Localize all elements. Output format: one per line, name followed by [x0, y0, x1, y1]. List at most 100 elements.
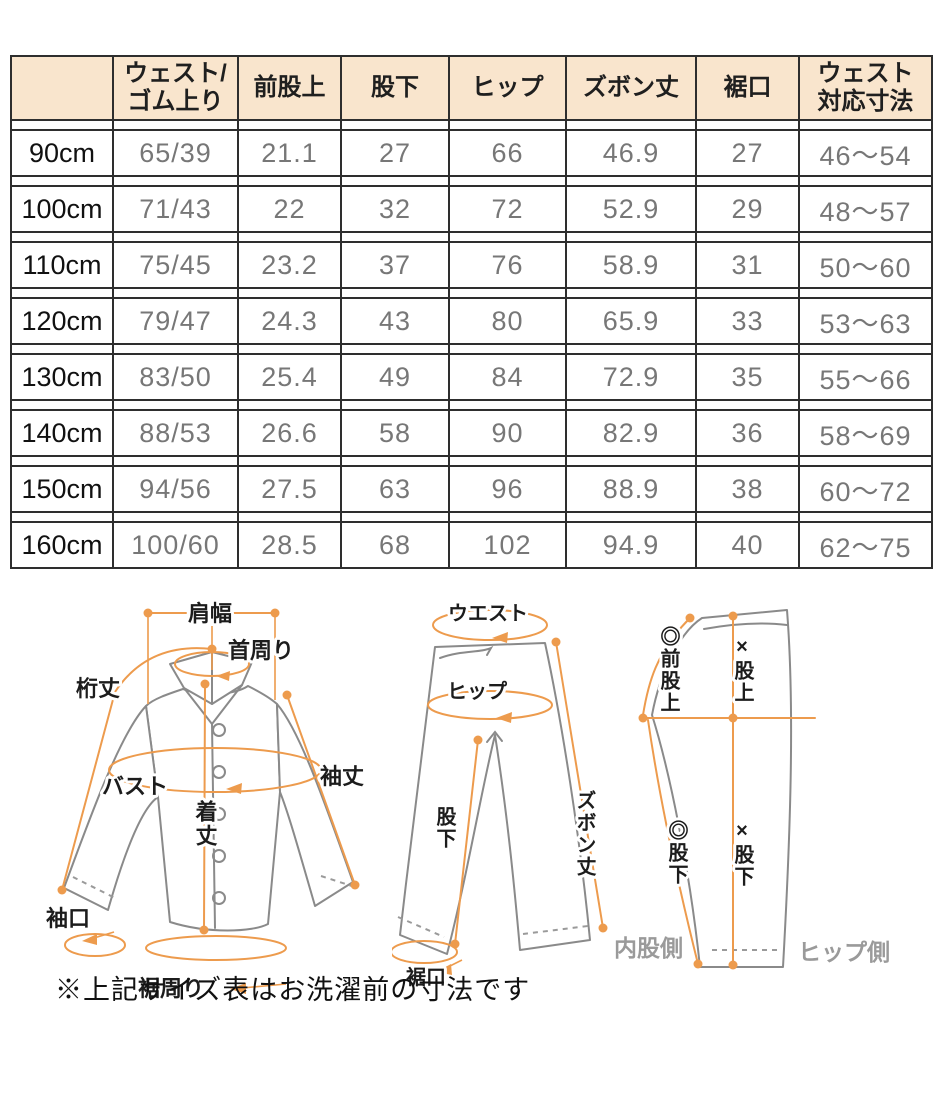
- table-cell: 22: [237, 185, 340, 233]
- shirt-left-sleeve: [63, 705, 159, 911]
- table-cell: 94/56: [112, 465, 237, 513]
- table-cell: 53〜63: [798, 297, 933, 345]
- label-bust: バスト: [102, 774, 168, 799]
- waist-ellipse: [432, 609, 548, 641]
- header-cell-pants-length: ズボン丈: [565, 55, 695, 121]
- right-hem-stitch: [522, 925, 589, 935]
- size-table: ウェスト/ ゴム上り 前股上 股下 ヒップ ズボン丈 裾口 ウェスト 対応寸法 …: [10, 55, 933, 569]
- label-waist: ウエスト: [448, 602, 528, 625]
- shirt-buttons: [212, 723, 226, 905]
- table-cell: 35: [695, 353, 798, 401]
- inseam-curve: [647, 719, 699, 965]
- label-hip-side: ヒップ側: [798, 939, 890, 965]
- shirt-right-sleeve: [276, 703, 354, 907]
- table-cell: 58: [340, 409, 448, 457]
- table-cell: 60〜72: [798, 465, 933, 513]
- table-cell: 82.9: [565, 409, 695, 457]
- table-cell: 43: [340, 297, 448, 345]
- label-neck: 首周り: [228, 638, 294, 663]
- label-hip: ヒップ: [447, 680, 508, 703]
- label-inseam-a: ◎股下: [665, 819, 688, 886]
- table-cell: 84: [448, 353, 565, 401]
- table-cell: 32: [340, 185, 448, 233]
- table-cell: 88.9: [565, 465, 695, 513]
- table-cell: 100/60: [112, 521, 237, 569]
- pants-front-diagram: ウエスト ヒップ ズボン丈 股下 裾口: [392, 599, 608, 992]
- table-cell: 62〜75: [798, 521, 933, 569]
- shirt-measurement-diagram: 肩幅 首周り 桁丈 バスト 袖丈 着丈 袖口 裾周り: [43, 598, 367, 1004]
- table-cell: 71/43: [112, 185, 237, 233]
- table-cell: 65.9: [565, 297, 695, 345]
- table-cell: 27.5: [237, 465, 340, 513]
- header-cell-front-rise: 前股上: [237, 55, 340, 121]
- pre-wash-note: ※上記サイズ表はお洗濯前の寸法です: [55, 975, 531, 1005]
- row-size-label: 100cm: [10, 185, 112, 233]
- table-cell: 75/45: [112, 241, 237, 289]
- table-cell: 58.9: [565, 241, 695, 289]
- table-cell: 28.5: [237, 521, 340, 569]
- table-cell: 63: [340, 465, 448, 513]
- row-size-label: 160cm: [10, 521, 112, 569]
- label-cuff: 袖口: [46, 906, 90, 931]
- table-cell: 76: [448, 241, 565, 289]
- label-inseam-b: ×股下: [731, 820, 754, 888]
- table-cell: 48〜57: [798, 185, 933, 233]
- waistband-hook: [439, 645, 494, 659]
- label-body-length: 着丈: [193, 799, 219, 848]
- hem-ellipse: [145, 935, 287, 961]
- table-cell: 37: [340, 241, 448, 289]
- header-cell-hem: 裾口: [695, 55, 798, 121]
- row-size-label: 130cm: [10, 353, 112, 401]
- yuki-line: [61, 647, 213, 891]
- label-sleeve-length: 袖丈: [320, 764, 364, 789]
- table-cell: 29: [695, 185, 798, 233]
- left-cuff-stitch: [72, 876, 116, 899]
- table-cell: 27: [695, 129, 798, 177]
- table-cell: 27: [340, 129, 448, 177]
- table-cell: 21.1: [237, 129, 340, 177]
- table-cell: 40: [695, 521, 798, 569]
- table-cell: 102: [448, 521, 565, 569]
- table-cell: 46.9: [565, 129, 695, 177]
- row-size-label: 140cm: [10, 409, 112, 457]
- table-cell: 65/39: [112, 129, 237, 177]
- row-size-label: 120cm: [10, 297, 112, 345]
- table-cell: 50〜60: [798, 241, 933, 289]
- table-cell: 68: [340, 521, 448, 569]
- bust-ellipse: [108, 747, 322, 793]
- header-cell-hip: ヒップ: [448, 55, 565, 121]
- hip-ellipse: [427, 690, 553, 720]
- table-cell: 31: [695, 241, 798, 289]
- table-cell: 33: [695, 297, 798, 345]
- pants-side-diagram: ◎前股上 ×股上 ◎股下 ×股下 内股側 ヒップ側: [614, 609, 890, 970]
- label-rise: ×股上: [731, 636, 754, 704]
- header-cell-waist-elastic: ウェスト/ ゴム上り: [112, 55, 237, 121]
- label-inseam: 股下: [433, 806, 456, 850]
- shoulder-drop-lines: [147, 613, 276, 704]
- table-cell: 90: [448, 409, 565, 457]
- table-cell: 83/50: [112, 353, 237, 401]
- size-grid: ウェスト/ ゴム上り 前股上 股下 ヒップ ズボン丈 裾口 ウェスト 対応寸法 …: [10, 55, 933, 569]
- label-inner-side: 内股側: [614, 935, 683, 961]
- table-cell: 49: [340, 353, 448, 401]
- table-cell: 46〜54: [798, 129, 933, 177]
- table-cell: 52.9: [565, 185, 695, 233]
- table-cell: 66: [448, 129, 565, 177]
- row-size-label: 90cm: [10, 129, 112, 177]
- sleeve-length-line: [286, 694, 356, 886]
- table-cell: 80: [448, 297, 565, 345]
- table-cell: 58〜69: [798, 409, 933, 457]
- row-size-label: 110cm: [10, 241, 112, 289]
- label-pants-length: ズボン丈: [573, 789, 596, 878]
- pants-front-body: [399, 642, 591, 955]
- crotch-notch: [486, 730, 503, 743]
- table-cell: 55〜66: [798, 353, 933, 401]
- left-hem-stitch: [397, 916, 445, 938]
- table-cell: 94.9: [565, 521, 695, 569]
- label-yuki: 桁丈: [76, 676, 120, 701]
- label-hem-circ: 裾周り: [138, 976, 204, 1001]
- side-waist-seam: [703, 622, 788, 630]
- label-hem-opening: 裾口: [406, 965, 446, 989]
- table-cell: 72: [448, 185, 565, 233]
- label-front-rise: ◎前股上: [657, 625, 680, 714]
